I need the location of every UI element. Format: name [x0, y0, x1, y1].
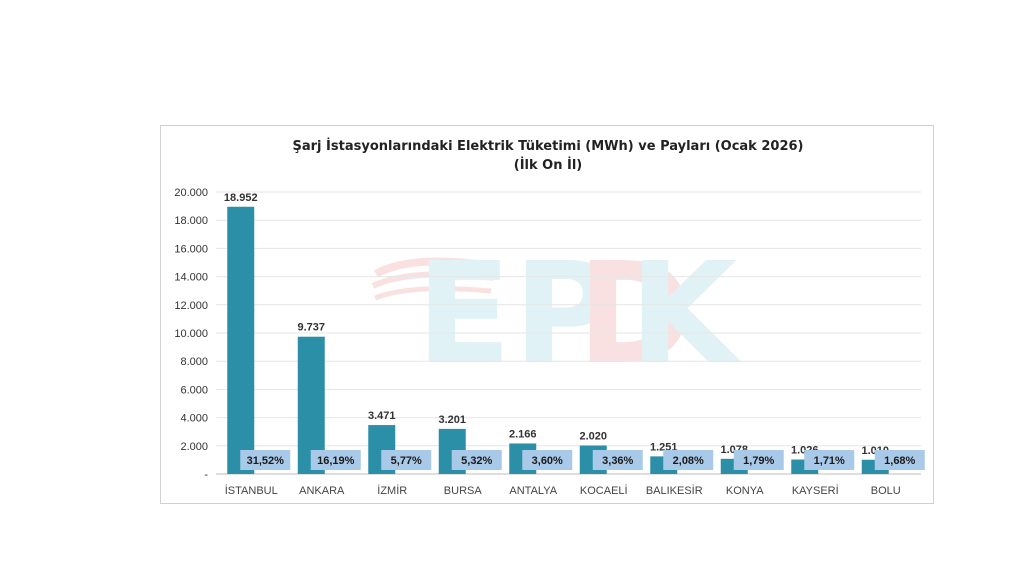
share-label: 3,36%: [602, 455, 633, 467]
category-label: İZMİR: [377, 484, 407, 497]
category-label: BOLU: [871, 485, 901, 497]
share-label-box: [240, 450, 291, 470]
bar-chart: E P D K Şarj İstasyonlarındaki Elektrik …: [174, 138, 925, 497]
svg-text:E: E: [416, 233, 512, 396]
value-label: 18.952: [224, 192, 258, 204]
value-label: 2.166: [509, 428, 537, 440]
y-tick-label: 4.000: [180, 413, 208, 425]
y-tick-label: 6.000: [180, 384, 208, 396]
value-label: 3.471: [368, 410, 396, 422]
svg-text:P: P: [513, 233, 616, 396]
share-label: 5,32%: [461, 455, 492, 467]
category-label: KAYSERİ: [792, 484, 839, 497]
svg-text:K: K: [629, 233, 742, 396]
share-label: 5,77%: [391, 455, 422, 467]
share-label: 16,19%: [317, 455, 355, 467]
y-tick-label: 14.000: [174, 272, 208, 284]
share-label-box: [522, 450, 573, 470]
share-label-box: [804, 450, 855, 470]
epdk-watermark-logo: E P D K: [371, 233, 742, 396]
share-label-box: [451, 450, 502, 470]
share-label: 1,71%: [814, 455, 845, 467]
share-label: 1,68%: [884, 455, 915, 467]
share-label-box: [733, 450, 784, 470]
y-tick-label: 2.000: [180, 441, 208, 453]
category-label: BALIKESİR: [646, 484, 703, 497]
y-tick-label: 16.000: [174, 243, 208, 255]
value-label: 3.201: [438, 414, 466, 426]
value-label: 9.737: [297, 322, 325, 334]
category-label: BURSA: [444, 485, 483, 497]
share-label: 31,52%: [247, 455, 285, 467]
svg-text:D: D: [577, 233, 693, 396]
category-label: KONYA: [726, 485, 764, 497]
share-label: 2,08%: [673, 455, 704, 467]
share-label-box: [310, 450, 361, 470]
y-tick-label: -: [204, 469, 208, 481]
category-label: İSTANBUL: [225, 484, 278, 497]
share-label: 1,79%: [743, 455, 774, 467]
share-label-box: [381, 450, 432, 470]
bar: [227, 206, 255, 474]
y-tick-label: 20.000: [174, 187, 208, 199]
y-tick-label: 8.000: [180, 356, 208, 368]
share-label-box: [592, 450, 643, 470]
category-label: ANKARA: [299, 485, 345, 497]
share-label: 3,60%: [532, 455, 563, 467]
category-label: ANTALYA: [509, 485, 557, 497]
share-label-box: [874, 450, 925, 470]
chart-title: Şarj İstasyonlarındaki Elektrik Tüketimi…: [293, 138, 804, 154]
y-tick-label: 12.000: [174, 300, 208, 312]
y-tick-label: 10.000: [174, 328, 208, 340]
share-label-box: [663, 450, 714, 470]
y-tick-label: 18.000: [174, 215, 208, 227]
category-label: KOCAELİ: [580, 484, 628, 497]
value-label: 2.020: [579, 431, 607, 443]
chart-frame: E P D K Şarj İstasyonlarındaki Elektrik …: [160, 125, 934, 504]
chart-subtitle: (İlk On İl): [514, 157, 582, 173]
